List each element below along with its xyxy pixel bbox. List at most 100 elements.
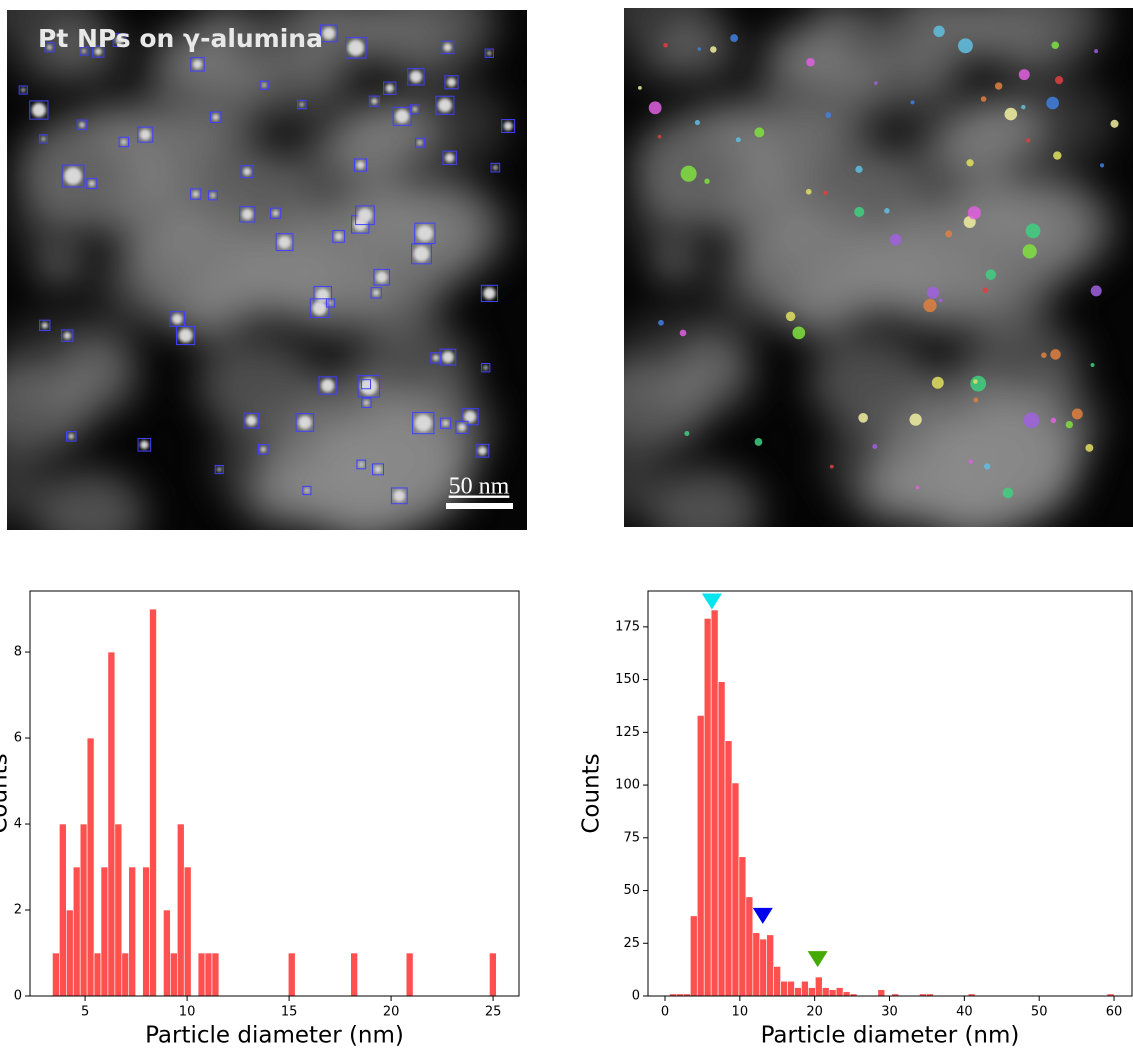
bar (86, 737, 95, 997)
particle (889, 233, 902, 246)
particle (909, 413, 922, 426)
particle (357, 207, 373, 223)
particle (395, 109, 410, 124)
particle (1110, 119, 1119, 128)
x-axis-label: Particle diameter (nm) (761, 1023, 1020, 1049)
particle (371, 98, 378, 105)
bar (717, 681, 726, 997)
particle (923, 298, 937, 313)
particle (192, 190, 199, 198)
particle (973, 379, 978, 384)
particle (298, 415, 312, 430)
detection-box (297, 99, 307, 110)
x-tick-label: 0 (661, 1005, 669, 1020)
particle (785, 311, 796, 322)
particle (884, 208, 890, 214)
particle (680, 165, 697, 182)
particle (1085, 443, 1094, 452)
particle (945, 230, 953, 238)
bar (176, 823, 185, 997)
particle (262, 83, 267, 88)
particle (1002, 487, 1014, 499)
texture (240, 40, 345, 121)
particle (1041, 352, 1047, 358)
detection-box (176, 325, 196, 346)
bar (696, 715, 705, 997)
particle (1050, 417, 1057, 424)
detection-box (475, 443, 490, 458)
particle (984, 463, 991, 470)
x-tick-label: 40 (956, 1005, 973, 1020)
particle (1021, 104, 1026, 110)
bar (163, 909, 171, 997)
y-tick-label: 4 (14, 817, 22, 832)
particle (1022, 244, 1037, 259)
particle (855, 165, 863, 173)
texture (869, 413, 1010, 521)
particle (478, 446, 487, 456)
particle (931, 376, 944, 389)
particle (970, 375, 987, 392)
particle (464, 410, 477, 423)
texture (365, 10, 497, 74)
particle (358, 462, 364, 467)
bar (703, 618, 712, 997)
particle (94, 47, 102, 56)
detection-box (318, 376, 337, 395)
particle (858, 413, 868, 423)
bar (211, 952, 220, 997)
texture (963, 263, 1053, 333)
texture (672, 328, 751, 389)
particle (985, 269, 997, 280)
particle (64, 167, 82, 185)
micrograph (7, 10, 527, 530)
bar (724, 740, 733, 997)
particle (334, 232, 343, 241)
peak-marker (752, 907, 773, 924)
particle (121, 139, 127, 145)
particle (171, 313, 183, 325)
particle (933, 25, 945, 38)
particle (278, 235, 291, 249)
particle (704, 178, 710, 184)
detection-box (137, 437, 152, 452)
y-tick-label: 150 (615, 672, 640, 687)
detection-box (411, 243, 432, 265)
particle (443, 43, 452, 52)
detection-box (356, 459, 367, 470)
bar (204, 952, 213, 997)
detection-box (239, 206, 256, 223)
particle (374, 465, 382, 473)
particle (967, 206, 981, 220)
texture (34, 471, 146, 530)
texture (371, 380, 493, 473)
particle (1050, 349, 1061, 360)
detection-box (137, 126, 154, 143)
bar (52, 952, 60, 997)
texture (151, 28, 228, 87)
particle (1094, 49, 1099, 54)
particle (657, 134, 662, 139)
particle (1025, 138, 1031, 143)
particle (393, 489, 406, 502)
bar (197, 952, 206, 997)
particle (487, 51, 492, 56)
particle (192, 59, 203, 70)
particle (792, 326, 806, 340)
detection-box (118, 136, 130, 148)
detection-box (29, 100, 49, 120)
y-tick-label: 125 (615, 725, 640, 740)
particle (806, 57, 815, 67)
particle (212, 114, 219, 121)
particle (245, 415, 257, 426)
detection-box (325, 298, 336, 308)
x-tick-label: 5 (81, 1005, 89, 1020)
particle (1053, 151, 1062, 160)
detection-box (66, 431, 77, 442)
bar (710, 609, 719, 997)
particle (658, 319, 664, 326)
particle (483, 287, 496, 300)
texture (354, 266, 444, 335)
particle (966, 159, 974, 167)
